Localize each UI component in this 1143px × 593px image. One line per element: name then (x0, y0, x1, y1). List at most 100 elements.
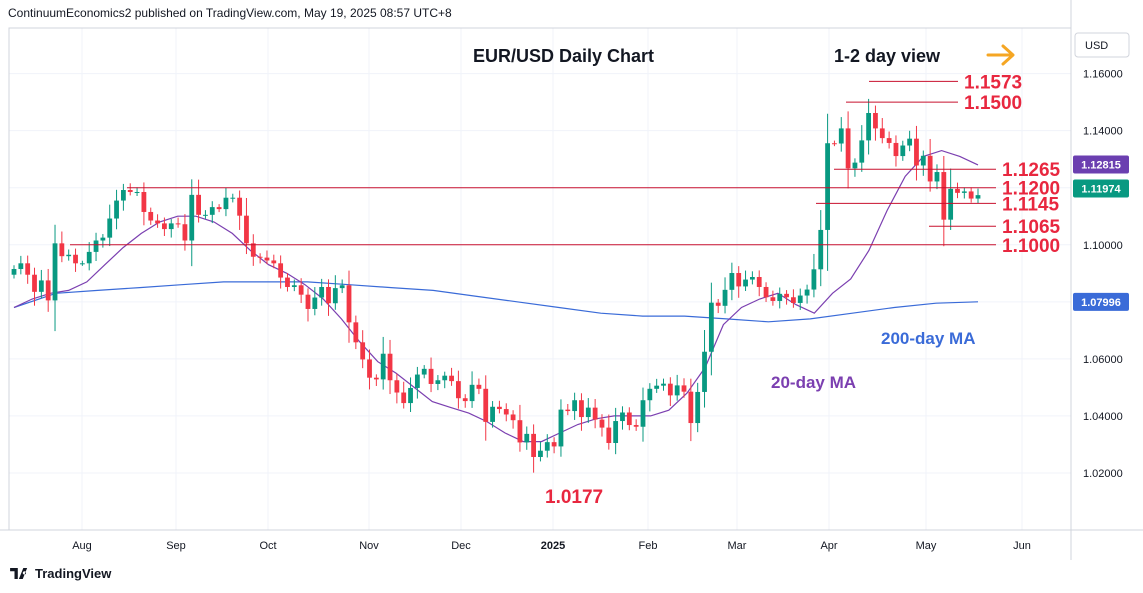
candle-body (948, 188, 954, 220)
candle-body (633, 425, 639, 427)
candle-body (490, 406, 495, 422)
candle-body (114, 200, 119, 219)
candle-body (52, 243, 58, 301)
x-tick-label: Oct (259, 540, 276, 552)
candle-body (497, 406, 502, 410)
level-label: 1.1145 (1002, 194, 1059, 215)
candle-body (162, 223, 167, 230)
candle-body (640, 400, 646, 427)
candle-body (483, 388, 489, 422)
candle-body (100, 237, 106, 241)
y-tick-label: 1.04000 (1083, 411, 1123, 423)
level-label: 1.1573 (964, 72, 1022, 93)
candle-body (845, 128, 851, 169)
candle-body (811, 269, 817, 290)
candle-body (695, 391, 701, 424)
candle-body (25, 263, 31, 275)
candle-body (681, 385, 687, 392)
candle-body (968, 191, 974, 199)
candle-body (565, 409, 571, 412)
x-tick-label: Aug (72, 540, 92, 552)
candle-body (585, 407, 591, 418)
level-label: 1.1000 (1002, 236, 1060, 257)
candle-body (298, 285, 304, 295)
tradingview-logo-icon (10, 568, 28, 579)
x-tick-label: Jun (1013, 540, 1031, 552)
candle-body (599, 419, 605, 428)
candle-body (538, 450, 543, 457)
candle-body (524, 433, 530, 443)
candle-body (469, 384, 475, 402)
candle-body (886, 138, 892, 143)
candle-body (825, 143, 830, 230)
candle-body (838, 128, 844, 144)
annotations-layer: EUR/USD Daily Chart 1-2 day view 1.0177 200… (473, 44, 1015, 508)
candle-body (934, 172, 940, 182)
candle-body (346, 285, 352, 323)
candles-layer (11, 98, 981, 473)
candle-body (476, 384, 482, 389)
candle-body (278, 263, 284, 278)
candle-body (414, 374, 420, 388)
candle-body (196, 194, 201, 215)
price-tag-label: 1.07996 (1081, 297, 1121, 309)
candle-body (818, 229, 824, 270)
currency-box (1074, 32, 1130, 58)
candle-body (907, 138, 913, 146)
ma200-label: 200-day MA (881, 329, 975, 348)
candle-body (285, 277, 290, 287)
candle-body (134, 192, 140, 194)
ma200-line (13, 281, 979, 323)
candle-body (442, 375, 448, 381)
candle-body (859, 140, 865, 163)
candle-body (654, 385, 660, 389)
candle-body (743, 279, 748, 287)
level-label: 1.1065 (1002, 217, 1061, 238)
candle-body (141, 192, 147, 212)
candle-body (852, 162, 858, 169)
candle-body (927, 155, 933, 182)
price-tag (1073, 155, 1129, 174)
candle-body (339, 285, 345, 289)
candle-body (572, 400, 578, 412)
candle-body (558, 409, 564, 447)
publisher-header: ContinuumEconomics2 published on Trading… (8, 6, 452, 20)
x-tick-label: 2025 (541, 540, 565, 552)
level-label: 1.1200 (1002, 179, 1060, 200)
candle-body (120, 190, 126, 201)
candle-body (770, 297, 776, 301)
candle-body (975, 195, 981, 199)
candle-body (79, 263, 85, 265)
candle-body (503, 409, 509, 415)
y-tick-label: 1.02000 (1083, 468, 1123, 480)
candle-body (189, 194, 195, 241)
candle-body (551, 442, 557, 447)
candle-body (435, 380, 441, 384)
x-tick-label: Mar (728, 540, 747, 552)
candle-body (661, 383, 666, 386)
candle-body (45, 280, 51, 301)
candle-body (777, 293, 783, 301)
x-tick-label: Nov (359, 540, 379, 552)
candle-body (722, 289, 728, 306)
ma200-layer (13, 281, 979, 323)
candle-body (510, 414, 516, 421)
candle-body (920, 155, 926, 166)
candle-body (32, 274, 37, 292)
candle-body (613, 421, 619, 444)
brand-name: TradingView (35, 566, 112, 581)
candle-body (250, 243, 256, 257)
candle-body (93, 240, 99, 252)
candle-body (312, 297, 318, 309)
candle-body (688, 391, 694, 424)
candle-body (127, 190, 133, 193)
candle-body (702, 351, 707, 392)
tradingview-footer[interactable]: TradingView (10, 566, 111, 581)
x-tick-label: Sep (166, 540, 186, 552)
level-label: 1.1265 (1002, 160, 1061, 181)
candle-body (168, 223, 174, 230)
candle-body (455, 381, 461, 399)
candle-body (961, 191, 967, 193)
